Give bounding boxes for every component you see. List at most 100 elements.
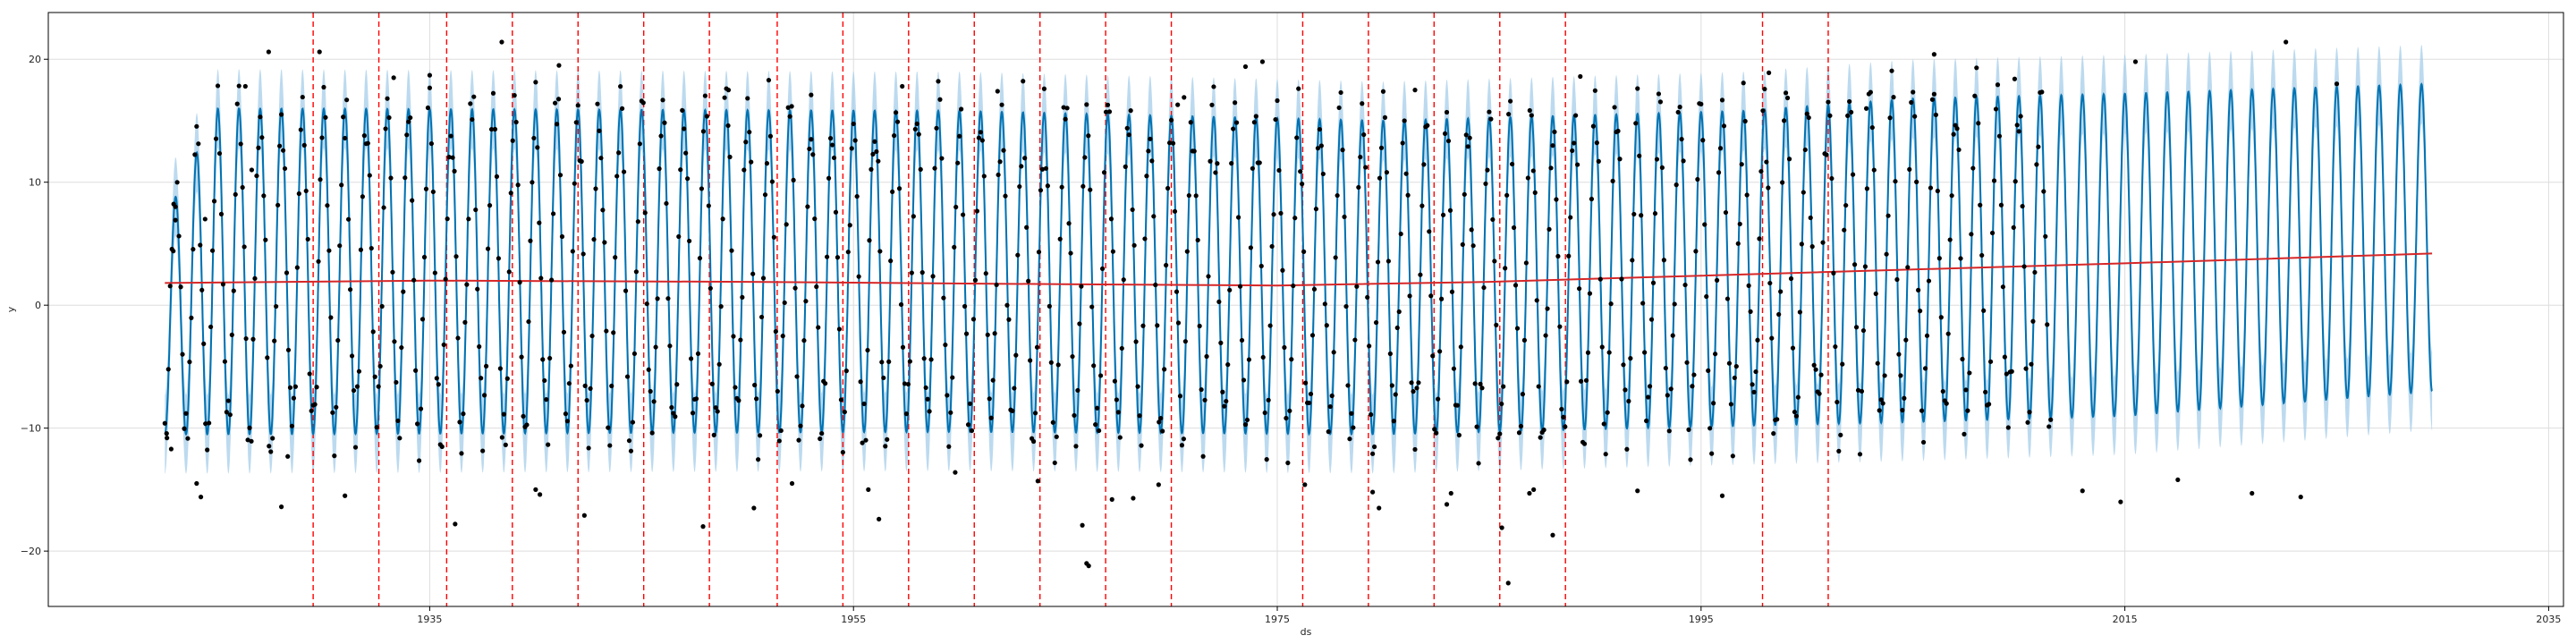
- observed-point: [1202, 397, 1208, 402]
- observed-point: [497, 366, 503, 371]
- observed-point: [1356, 184, 1361, 191]
- observed-point: [1425, 123, 1430, 128]
- observed-point: [702, 93, 708, 98]
- observed-point: [466, 216, 471, 222]
- observed-point: [588, 386, 593, 392]
- observed-point: [812, 216, 818, 222]
- observed-point: [934, 125, 939, 131]
- observed-point: [1465, 144, 1470, 149]
- observed-point: [616, 150, 622, 156]
- observed-point: [434, 376, 439, 381]
- observed-point: [305, 236, 310, 242]
- observed-point: [814, 284, 819, 290]
- observed-point: [183, 411, 189, 416]
- observed-point: [676, 233, 682, 240]
- observed-point: [1592, 88, 1597, 93]
- observed-point: [1121, 277, 1126, 283]
- observed-point: [174, 180, 180, 185]
- observed-point: [376, 384, 381, 389]
- observed-point: [1389, 383, 1394, 388]
- observed-point: [1193, 193, 1199, 199]
- observed-point: [1499, 525, 1504, 530]
- observed-point: [1525, 175, 1530, 181]
- observed-point: [1179, 443, 1185, 448]
- observed-point: [254, 173, 259, 179]
- observed-point: [1762, 86, 1767, 92]
- observed-point: [1206, 274, 1211, 279]
- observed-point: [791, 177, 796, 182]
- observed-point: [1110, 249, 1116, 254]
- observed-point: [1469, 227, 1474, 233]
- observed-point: [1287, 408, 1292, 413]
- observed-point: [1583, 377, 1589, 383]
- observed-point: [1521, 337, 1528, 343]
- x-tick-label: 1955: [841, 614, 866, 625]
- observed-point: [1440, 212, 1446, 217]
- observed-point: [745, 96, 750, 101]
- observed-point: [1847, 98, 1852, 105]
- observed-point: [874, 148, 879, 155]
- observed-point: [983, 271, 988, 276]
- observed-point: [1550, 532, 1555, 538]
- observed-point: [1894, 276, 1900, 283]
- observed-point: [256, 145, 261, 150]
- observed-point: [988, 415, 994, 420]
- observed-point: [263, 237, 268, 242]
- observed-point: [1760, 108, 1766, 114]
- observed-point: [1204, 353, 1209, 360]
- observed-point: [470, 116, 475, 123]
- observed-point: [2029, 361, 2034, 367]
- observed-point: [354, 384, 360, 389]
- observed-point: [598, 156, 604, 161]
- observed-point: [1755, 337, 1760, 343]
- plot-frame: [47, 12, 2564, 607]
- observed-point: [242, 244, 247, 250]
- observed-point: [1869, 124, 1875, 131]
- x-axis-ticks: 1935 1955 1975 1995 2015 2035: [417, 606, 2561, 625]
- observed-point: [849, 146, 854, 151]
- observed-point: [1215, 161, 1220, 166]
- observed-point: [1782, 118, 1787, 123]
- observed-point: [552, 100, 558, 106]
- observed-point: [1682, 282, 1688, 288]
- observed-point: [1259, 59, 1266, 64]
- observed-point: [881, 375, 886, 381]
- observed-point: [1479, 386, 1485, 391]
- observed-point: [358, 247, 364, 252]
- observed-point: [1291, 283, 1296, 289]
- observed-point: [216, 150, 223, 157]
- observed-point: [1124, 125, 1130, 131]
- observed-point: [693, 396, 699, 402]
- observed-point: [2011, 225, 2016, 230]
- observed-point: [1873, 291, 1878, 296]
- observed-point: [1063, 116, 1068, 122]
- observed-point: [1222, 403, 1227, 409]
- observed-point: [1209, 102, 1215, 107]
- observed-point: [526, 318, 531, 325]
- observed-point: [1666, 428, 1672, 434]
- observed-point: [1954, 126, 1960, 131]
- observed-point: [715, 409, 720, 414]
- observed-point: [937, 97, 943, 102]
- observed-point: [508, 191, 513, 196]
- observed-point: [614, 174, 620, 179]
- observed-point: [1771, 431, 1776, 436]
- observed-point: [1373, 320, 1379, 326]
- observed-point: [1630, 258, 1635, 263]
- observed-point: [754, 396, 759, 402]
- observed-point: [1652, 211, 1658, 216]
- observed-point: [506, 269, 512, 275]
- observed-point: [1850, 172, 1856, 177]
- x-tick-label: 1995: [1689, 614, 1714, 625]
- observed-point: [280, 148, 286, 153]
- observed-point: [1474, 424, 1479, 429]
- y-tick-label: 0: [35, 300, 41, 311]
- observed-point: [809, 92, 814, 97]
- changepoint-lines: [312, 13, 1829, 606]
- observed-point: [1112, 378, 1117, 384]
- observed-point: [468, 101, 473, 106]
- observed-point: [1089, 304, 1095, 309]
- observed-point: [1974, 65, 1979, 71]
- observed-point: [724, 86, 729, 91]
- observed-point: [673, 414, 678, 419]
